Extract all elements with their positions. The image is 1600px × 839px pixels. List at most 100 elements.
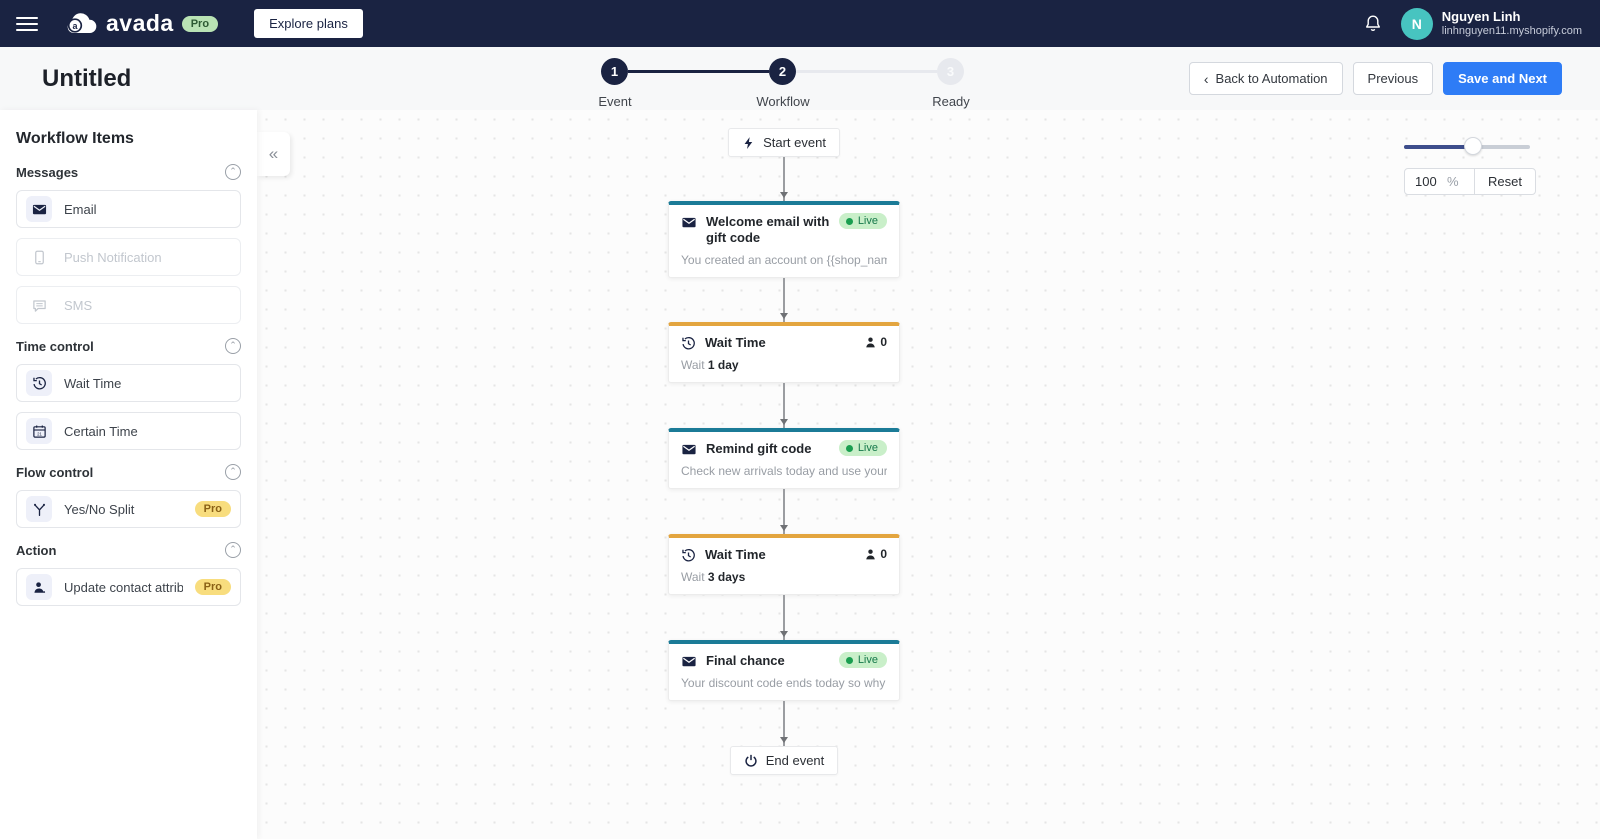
zoom-value-input[interactable]: 100: [1415, 174, 1437, 189]
email-icon: [681, 654, 697, 669]
sidebar-item-email[interactable]: Email: [16, 190, 241, 228]
sidebar-item-label: Push Notification: [64, 249, 162, 265]
email-icon: [681, 442, 697, 457]
node-description: Check new arrivals today and use your gi…: [681, 464, 887, 478]
user-name: Nguyen Linh: [1441, 9, 1521, 24]
sidebar-item-label: Certain Time: [64, 423, 138, 439]
section-flow-control: Flow control: [16, 464, 94, 480]
connector: [780, 278, 788, 322]
node-wait-time-1[interactable]: Wait Time 0 Wait 1 day: [668, 322, 900, 383]
step-workflow[interactable]: 2: [769, 58, 796, 85]
sidebar-item-yes-no-split[interactable]: Yes/No Split Pro: [16, 490, 241, 528]
section-messages: Messages: [16, 164, 79, 180]
node-description: Your discount code ends today so why not…: [681, 676, 887, 690]
workflow-header: Untitled 1 2 3 Event Workflow Ready ‹ Ba…: [0, 47, 1600, 110]
node-remind-gift-code[interactable]: Remind gift code Live Check new arrivals…: [668, 428, 900, 489]
node-title: Wait Time: [705, 335, 766, 350]
connector: [780, 701, 788, 746]
explore-plans-button[interactable]: Explore plans: [254, 9, 363, 38]
step-connector: [628, 70, 769, 73]
node-welcome-email[interactable]: Welcome email with gift code Live You cr…: [668, 201, 900, 278]
node-final-chance[interactable]: Final chance Live Your discount code end…: [668, 640, 900, 701]
pro-badge: Pro: [194, 501, 231, 517]
step-connector: [796, 70, 937, 73]
sidebar-item-label: SMS: [64, 297, 93, 313]
back-to-automation-button[interactable]: ‹ Back to Automation: [1188, 62, 1343, 95]
wait-time-clock-icon: [681, 548, 696, 563]
sidebar-item-sms[interactable]: SMS: [16, 286, 241, 324]
sidebar-item-update-contact-attributes[interactable]: Update contact attributes Pro: [16, 568, 241, 606]
avada-logo[interactable]: a avada Pro: [64, 10, 219, 37]
notifications-bell-icon[interactable]: [1363, 14, 1383, 34]
collapse-section-icon[interactable]: ⌃: [225, 542, 241, 558]
status-dot: [845, 656, 853, 664]
connector: [780, 157, 788, 201]
step-label-ready: Ready: [932, 94, 970, 109]
person-icon: [866, 549, 876, 559]
section-action: Action: [16, 542, 57, 558]
user-avatar: N: [1400, 7, 1433, 40]
email-icon: [26, 196, 52, 222]
contact-count: 0: [864, 547, 887, 561]
node-title: Wait Time: [705, 547, 766, 562]
workflow-items-sidebar: Workflow Items Messages ⌃ Email Push Not…: [0, 110, 257, 839]
previous-button[interactable]: Previous: [1352, 62, 1434, 95]
wait-time-clock-icon: [681, 336, 696, 351]
lightning-icon: [742, 136, 755, 150]
zoom-slider-handle[interactable]: [1464, 137, 1483, 155]
plan-badge: Pro: [181, 15, 219, 32]
email-icon: [681, 215, 697, 230]
workflow-flow: Start event Welcome email with gift code…: [668, 128, 900, 775]
svg-text:a: a: [72, 21, 78, 31]
sidebar-title: Workflow Items: [16, 130, 134, 147]
save-and-next-button[interactable]: Save and Next: [1443, 62, 1562, 95]
start-event-node[interactable]: Start event: [728, 128, 840, 157]
contact-person-icon: [26, 574, 52, 600]
sidebar-item-push-notification[interactable]: Push Notification: [16, 238, 241, 276]
end-event-node[interactable]: End event: [729, 746, 839, 775]
node-title: Remind gift code: [706, 441, 812, 456]
node-wait-time-2[interactable]: Wait Time 0 Wait 3 days: [668, 534, 900, 595]
svg-text:21: 21: [37, 431, 42, 436]
collapse-section-icon[interactable]: ⌃: [225, 464, 241, 480]
collapse-section-icon[interactable]: ⌃: [225, 338, 241, 354]
collapse-section-icon[interactable]: ⌃: [225, 164, 241, 180]
split-icon: [26, 496, 52, 522]
sidebar-collapse-button[interactable]: «: [257, 132, 290, 176]
node-description: You created an account on {{shop_name}}.…: [681, 253, 887, 267]
zoom-percent-label: %: [1447, 174, 1459, 189]
step-event[interactable]: 1: [601, 58, 628, 85]
sidebar-item-wait-time[interactable]: Wait Time: [16, 364, 241, 402]
logo-wordmark: avada: [106, 10, 174, 36]
progress-stepper: 1 2 3 Event Workflow Ready: [598, 58, 970, 112]
live-status-badge: Live: [838, 652, 887, 668]
top-navbar: a avada Pro Explore plans N Nguyen Linh …: [0, 0, 1600, 47]
contact-count: 0: [864, 335, 887, 349]
start-event-label: Start event: [763, 135, 826, 150]
wait-time-clock-icon: [26, 370, 52, 396]
zoom-reset-button[interactable]: Reset: [1474, 169, 1535, 194]
sidebar-item-label: Wait Time: [64, 375, 122, 391]
section-time-control: Time control: [16, 338, 94, 354]
hamburger-menu-icon[interactable]: [16, 16, 38, 31]
sms-icon: [26, 292, 52, 318]
sidebar-item-label: Update contact attributes: [64, 579, 183, 595]
live-status-badge: Live: [838, 213, 887, 229]
workflow-canvas[interactable]: « 100 % Reset Start event: [257, 110, 1600, 839]
step-label-workflow: Workflow: [756, 94, 810, 109]
user-menu[interactable]: N Nguyen Linh linhnguyen11.myshopify.com: [1400, 7, 1582, 40]
connector: [780, 595, 788, 640]
node-description: Wait 3 days: [681, 570, 746, 584]
status-dot: [845, 217, 853, 225]
sidebar-item-certain-time[interactable]: 21 Certain Time: [16, 412, 241, 450]
step-ready[interactable]: 3: [937, 58, 964, 85]
step-label-event: Event: [598, 94, 632, 109]
status-dot: [845, 444, 853, 452]
node-description: Wait 1 day: [681, 358, 739, 372]
sidebar-item-label: Email: [64, 201, 97, 217]
zoom-slider[interactable]: [1404, 137, 1530, 155]
live-status-badge: Live: [838, 440, 887, 456]
push-notification-icon: [26, 244, 52, 270]
end-event-label: End event: [765, 753, 825, 768]
user-store-domain: linhnguyen11.myshopify.com: [1441, 25, 1582, 37]
